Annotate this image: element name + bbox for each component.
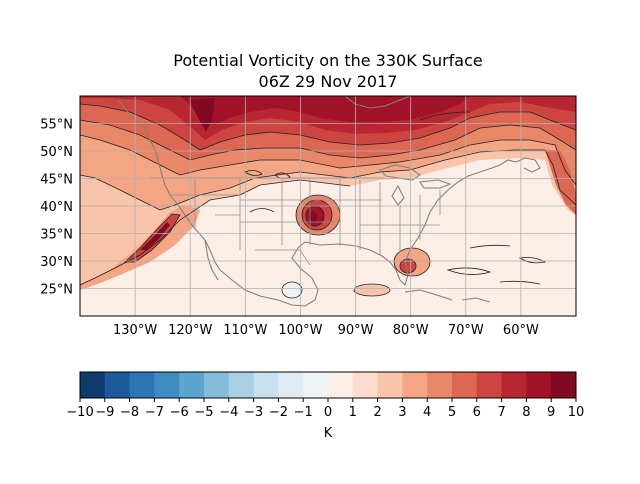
colorbar-segment (501, 372, 527, 398)
colorbar-segment (328, 372, 354, 398)
latitude-labels: 55°N 50°N 45°N 40°N 35°N 30°N 25°N (40, 118, 73, 298)
colorbar-segment (253, 372, 279, 398)
colorbar-tick-label: 10 (568, 405, 585, 420)
longitude-labels: 130°W 120°W 110°W 100°W 90°W 80°W 70°W 60°W (113, 323, 539, 338)
colorbar-tick-label: 2 (373, 405, 381, 420)
pv-feature-gulf (354, 284, 390, 296)
colorbar-segment (526, 372, 552, 398)
map-panel (80, 96, 576, 316)
colorbar-segment (80, 372, 106, 398)
colorbar-tick-label: −8 (120, 405, 139, 420)
lat-label: 40°N (40, 200, 73, 215)
colorbar-tick-label: −1 (294, 405, 313, 420)
colorbar-tick-label: 8 (522, 405, 530, 420)
lon-label: 110°W (223, 323, 267, 338)
colorbar-segment (204, 372, 230, 398)
colorbar-segment (104, 372, 131, 398)
pv-feature-east-atlantic (545, 150, 576, 215)
colorbar-tick-label: −9 (95, 405, 114, 420)
colorbar-tick-label: 6 (473, 405, 481, 420)
colorbar-tick-label: −4 (219, 405, 238, 420)
colorbar-segment (278, 372, 304, 398)
lon-label: 60°W (503, 323, 539, 338)
colorbar-segment (402, 372, 428, 398)
lat-label: 55°N (40, 118, 73, 133)
lat-label: 50°N (40, 145, 73, 160)
colorbar-segment (228, 372, 255, 398)
colorbar-tick-label: 1 (349, 405, 357, 420)
figure-title: Potential Vorticity on the 330K Surface (173, 51, 483, 70)
colorbar-segment (476, 372, 503, 398)
lon-label: 90°W (338, 323, 374, 338)
colorbar-tick-label: −7 (145, 405, 164, 420)
lon-label: 70°W (448, 323, 484, 338)
figure-subtitle: 06Z 29 Nov 2017 (258, 72, 398, 91)
colorbar-tick-label: 9 (547, 405, 555, 420)
colorbar-tick-label: −3 (244, 405, 263, 420)
colorbar-tick-label: 4 (423, 405, 431, 420)
colorbar-segment (129, 372, 155, 398)
lon-label: 100°W (278, 323, 322, 338)
colorbar-segment (303, 372, 329, 398)
colorbar-segment (377, 372, 403, 398)
colorbar-tick-label: 0 (324, 405, 332, 420)
lat-label: 25°N (40, 283, 73, 298)
pv-band-8-9 (180, 96, 470, 125)
pv-cutoff-core (309, 211, 317, 223)
coastlines (117, 96, 541, 307)
lon-label: 120°W (168, 323, 212, 338)
colorbar-ticks: −10 −9 −8 −7 −6 −5 −4 −3 −2 −1 0 1 2 3 4 5 6 7 8 9 10 (66, 398, 584, 420)
pv-pocket-pacific (282, 282, 302, 298)
colorbar-segment (179, 372, 205, 398)
colorbar (79, 371, 577, 399)
colorbar-segment (452, 372, 478, 398)
colorbar-tick-label: −2 (269, 405, 288, 420)
lat-label: 35°N (40, 228, 73, 243)
colorbar-tick-label: 3 (398, 405, 406, 420)
colorbar-segment (427, 372, 453, 398)
colorbar-segment (352, 372, 379, 398)
colorbar-tick-label: −5 (194, 405, 213, 420)
lat-label: 45°N (40, 173, 73, 188)
lon-label: 130°W (113, 323, 157, 338)
colorbar-segment (551, 372, 577, 398)
pv-streamer-southwest-peak (140, 222, 170, 250)
map-frame (79, 95, 577, 317)
colorbar-label: K (324, 426, 333, 441)
pv-feature-southeast-core (400, 259, 416, 273)
colorbar-segment (154, 372, 180, 398)
lat-label: 30°N (40, 255, 73, 270)
lon-label: 80°W (393, 323, 429, 338)
colorbar-tick-label: 7 (497, 405, 505, 420)
colorbar-tick-label: 5 (448, 405, 456, 420)
political-borders (150, 177, 441, 266)
colorbar-tick-label: −6 (170, 405, 189, 420)
map-gridlines (80, 96, 576, 316)
colorbar-tick-label: −10 (66, 405, 93, 420)
